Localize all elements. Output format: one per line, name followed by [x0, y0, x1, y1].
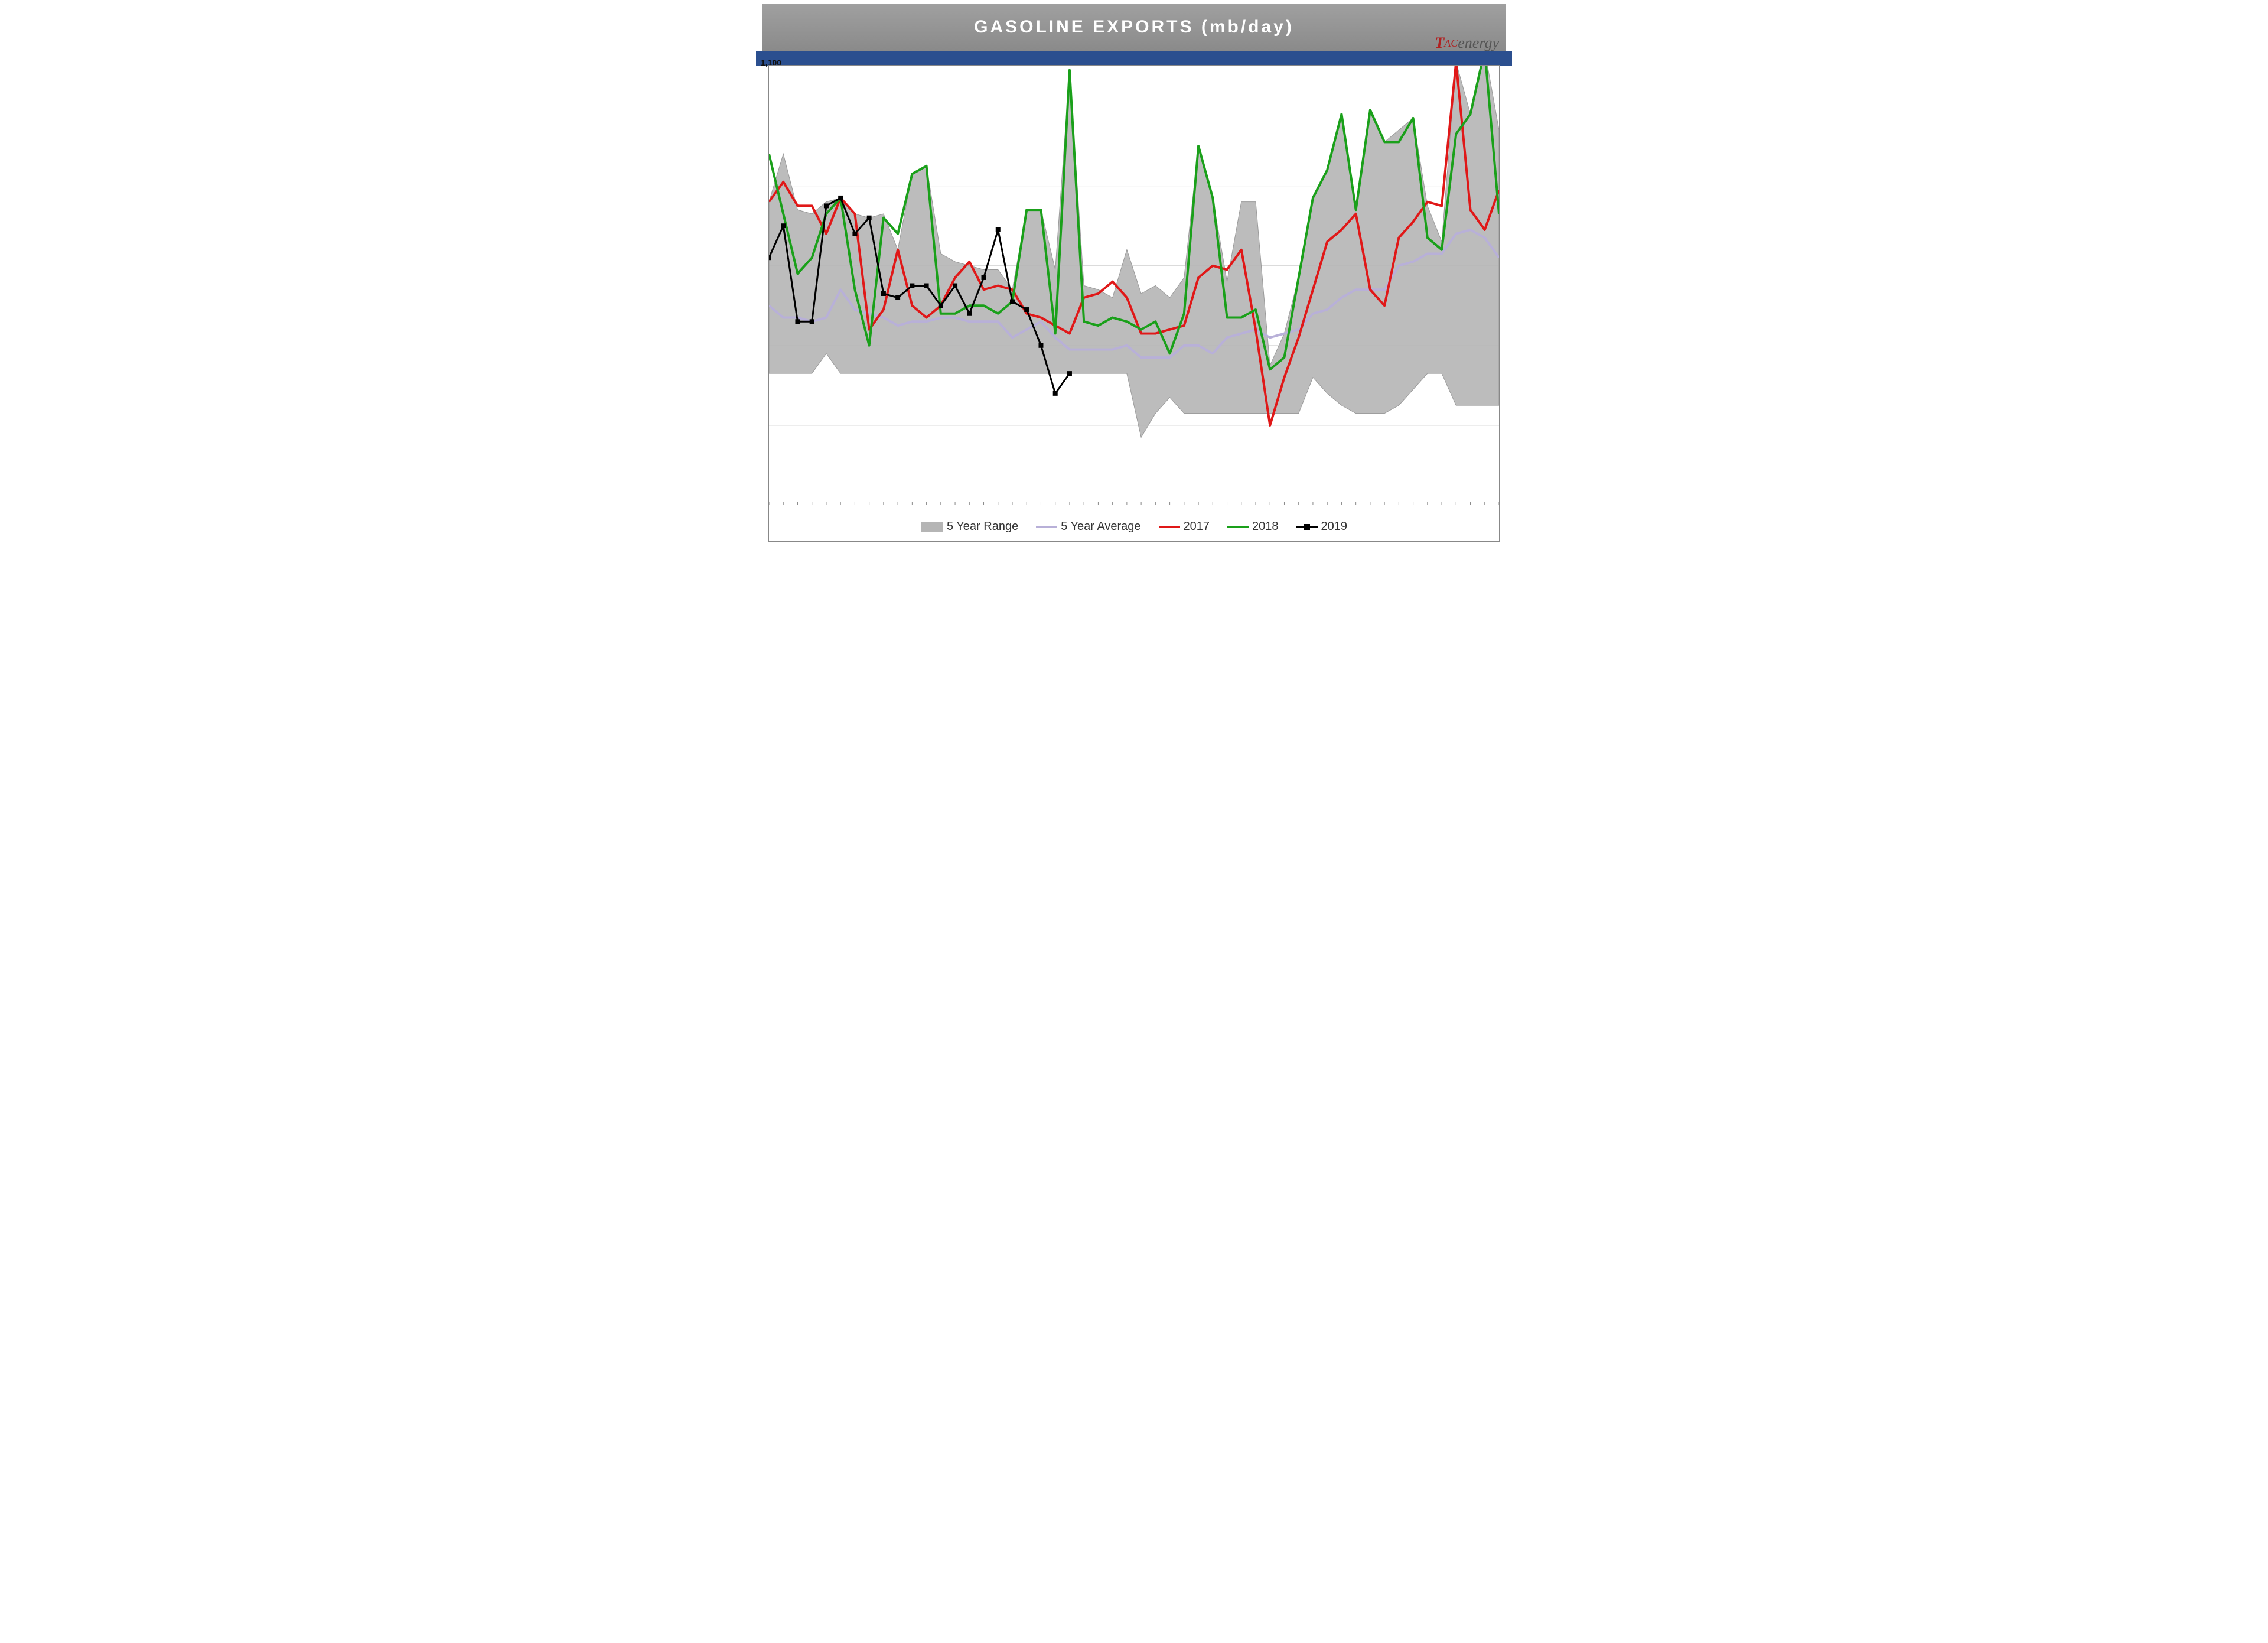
- logo-ac: AC: [1444, 37, 1458, 49]
- legend-label-2018: 2018: [1252, 520, 1279, 533]
- plot-area: [769, 66, 1499, 505]
- chart-title: GASOLINE EXPORTS (mb/day): [974, 17, 1294, 37]
- legend-label-range: 5 Year Range: [947, 520, 1018, 533]
- legend-item-2019: 2019: [1296, 520, 1348, 533]
- chart-svg: [769, 66, 1499, 505]
- title-bar: GASOLINE EXPORTS (mb/day): [762, 4, 1506, 51]
- header-strip: [756, 51, 1512, 66]
- legend-label-avg: 5 Year Average: [1061, 520, 1140, 533]
- legend-line-2019-icon: [1296, 523, 1318, 531]
- legend-line-2018-icon: [1227, 526, 1249, 528]
- legend-line-2017-icon: [1159, 526, 1180, 528]
- chart-frame: 5 Year Range 5 Year Average 2017 2018 20…: [768, 65, 1500, 542]
- legend-label-2019: 2019: [1321, 520, 1348, 533]
- legend-item-2017: 2017: [1159, 520, 1210, 533]
- logo-energy: energy: [1458, 34, 1499, 51]
- legend-label-2017: 2017: [1184, 520, 1210, 533]
- legend-swatch-range-icon: [921, 522, 943, 532]
- logo-t: T: [1435, 34, 1444, 51]
- brand-logo: TACenergy: [1435, 34, 1499, 52]
- legend-item-range: 5 Year Range: [921, 520, 1018, 533]
- chart-container: GASOLINE EXPORTS (mb/day) TACenergy 1,10…: [756, 0, 1512, 548]
- legend-line-avg-icon: [1036, 526, 1057, 528]
- legend-item-2018: 2018: [1227, 520, 1279, 533]
- legend: 5 Year Range 5 Year Average 2017 2018 20…: [769, 520, 1499, 533]
- legend-item-avg: 5 Year Average: [1036, 520, 1140, 533]
